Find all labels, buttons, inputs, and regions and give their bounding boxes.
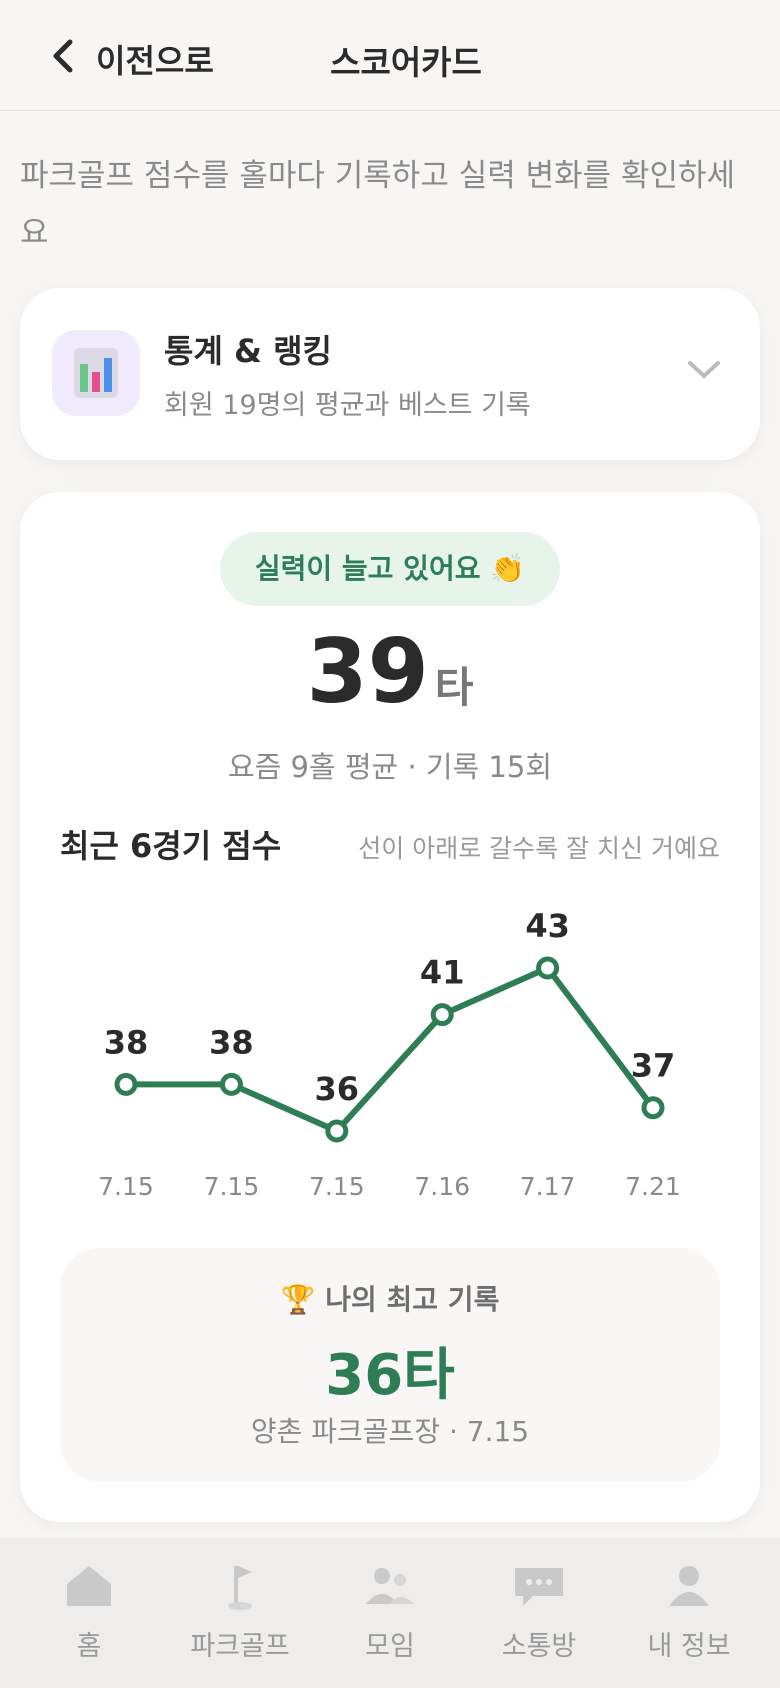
score-label: 41 bbox=[420, 954, 465, 992]
trend-badge: 실력이 늘고 있어요 👏 bbox=[220, 532, 560, 606]
nav-icon bbox=[366, 1568, 414, 1604]
score-label: 38 bbox=[104, 1023, 149, 1061]
nav-label: 소통방 bbox=[501, 1631, 577, 1662]
nav-item[interactable]: 홈 bbox=[14, 1538, 164, 1688]
nav-item[interactable]: 소통방 bbox=[464, 1538, 614, 1688]
stats-subtitle: 회원 19명의 평균과 베스트 기록 bbox=[164, 390, 531, 421]
nav-item[interactable]: 내 정보 bbox=[614, 1538, 764, 1688]
best-place: 양촌 파크골프장 · 7.15 bbox=[250, 1415, 530, 1448]
nav-icon bbox=[67, 1566, 111, 1606]
nav-icon bbox=[228, 1566, 252, 1610]
best-record: 🏆 나의 최고 기록 36타 양촌 파크골프장 · 7.15 bbox=[60, 1248, 720, 1482]
nav-label: 파크골프 bbox=[190, 1631, 290, 1662]
average-value: 39 bbox=[306, 620, 429, 723]
score-label: 43 bbox=[525, 907, 570, 945]
nav-label: 홈 bbox=[76, 1631, 102, 1662]
best-label: 🏆 나의 최고 기록 bbox=[280, 1283, 500, 1316]
nav-icon bbox=[669, 1566, 709, 1606]
date-label: 7.15 bbox=[204, 1172, 260, 1201]
score-point bbox=[219, 1072, 243, 1096]
date-label: 7.21 bbox=[625, 1172, 681, 1201]
back-label: 이전으로 bbox=[96, 42, 214, 80]
stats-icon bbox=[74, 348, 118, 398]
nav-icon bbox=[515, 1568, 563, 1606]
average-unit: 타 bbox=[434, 663, 474, 712]
best-score: 36타 bbox=[325, 1343, 455, 1408]
bottom-nav: 홈 파크골프 모임 소통방 내 정보 bbox=[0, 1538, 780, 1688]
back-icon bbox=[53, 39, 73, 73]
date-label: 7.15 bbox=[309, 1172, 365, 1201]
score-line bbox=[126, 965, 656, 1134]
chart-title: 최근 6경기 점수 bbox=[60, 827, 281, 865]
nav-item[interactable]: 파크골프 bbox=[165, 1538, 315, 1688]
average-caption: 요즘 9홀 평균 · 기록 15회 bbox=[227, 750, 553, 784]
description: 파크골프 점수를 홀마다 기록하고 실력 변화를 확인하세요 bbox=[20, 158, 736, 251]
date-label: 7.16 bbox=[414, 1172, 470, 1201]
score-point bbox=[325, 1119, 349, 1143]
stats-card[interactable]: 통계 & 랭킹 회원 19명의 평균과 베스트 기록 bbox=[20, 288, 760, 460]
score-label: 36 bbox=[315, 1070, 360, 1108]
average-score: 39 타 bbox=[20, 620, 760, 723]
back-button[interactable]: 이전으로 bbox=[40, 30, 230, 82]
nav-item[interactable]: 모임 bbox=[315, 1538, 465, 1688]
score-point bbox=[641, 1096, 665, 1120]
page-title: 스코어카드 bbox=[330, 43, 482, 82]
score-label: 38 bbox=[209, 1023, 254, 1061]
score-point bbox=[536, 956, 560, 980]
score-point bbox=[430, 1003, 454, 1027]
score-point bbox=[114, 1072, 138, 1096]
date-label: 7.17 bbox=[520, 1172, 576, 1201]
nav-label: 모임 bbox=[365, 1631, 415, 1662]
nav-label: 내 정보 bbox=[647, 1631, 731, 1662]
stats-title: 통계 & 랭킹 bbox=[164, 332, 332, 370]
score-chart: 최근 6경기 점수 선이 아래로 갈수록 잘 치신 거예요 38 7.15 38 7.15… bbox=[60, 827, 720, 1201]
expand-icon bbox=[688, 361, 720, 379]
header: 이전으로 스코어카드 bbox=[0, 0, 780, 111]
chart-hint: 선이 아래로 갈수록 잘 치신 거예요 bbox=[358, 834, 720, 863]
date-label: 7.15 bbox=[98, 1172, 154, 1201]
stats-icon-box bbox=[52, 330, 140, 416]
score-label: 37 bbox=[631, 1047, 676, 1085]
